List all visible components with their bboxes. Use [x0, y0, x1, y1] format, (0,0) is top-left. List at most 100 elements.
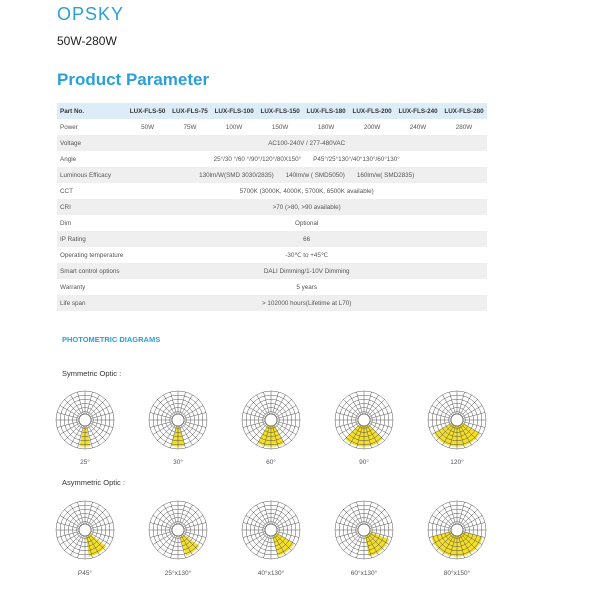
grid-spoke — [349, 394, 362, 415]
table-cell: CRI — [57, 199, 127, 215]
polar-diagram — [55, 500, 115, 560]
grid-spoke — [157, 509, 174, 526]
table-cell: 50W — [141, 123, 155, 131]
table-row: Dim Optional — [57, 215, 487, 231]
grid-spoke — [368, 399, 385, 416]
center-circle — [171, 413, 185, 427]
diagram-label: 60° — [266, 459, 276, 466]
grid-spoke — [163, 425, 176, 446]
grid-spoke — [461, 534, 478, 551]
grid-spoke — [183, 515, 204, 528]
table-cell: 100W — [225, 123, 243, 131]
beam-shape — [180, 534, 200, 556]
grid-spoke — [90, 531, 114, 538]
grid-spoke — [458, 391, 465, 415]
grid-spoke — [462, 405, 483, 418]
table-row-power: Power 50W 75W 100W 150W 180W 200W 240W 280W — [57, 119, 487, 135]
diagram-label: 30° — [173, 459, 183, 466]
grid-spoke — [349, 535, 362, 556]
diagram-label: 120° — [450, 459, 464, 466]
grid-spoke — [343, 399, 360, 416]
table-cell: Dim — [60, 219, 72, 227]
grid-spoke — [349, 425, 362, 446]
grid-spoke — [183, 412, 207, 419]
grid-spoke — [263, 535, 270, 559]
center-circle — [357, 523, 371, 537]
table-value: 25°/30 °/60 °/90°/120°/80X150° — [213, 155, 302, 163]
grid-spoke — [56, 531, 80, 538]
grid-spoke — [182, 534, 199, 551]
grid-spoke — [59, 515, 80, 528]
grid-spoke — [458, 501, 465, 525]
grid-spoke — [245, 532, 266, 545]
grid-spoke — [64, 509, 81, 526]
grid-spoke — [180, 535, 193, 556]
polar-diagram — [241, 500, 301, 560]
grid-spoke — [245, 515, 266, 528]
table-cell: > 102000 hours(Lifetime at L70) — [126, 295, 487, 311]
grid-spoke — [59, 532, 80, 545]
table-row: Warranty 5 years — [57, 279, 487, 295]
grid-spoke — [183, 422, 204, 435]
table-cell: LUX-FLS-150 — [257, 103, 304, 119]
grid-spoke — [366, 425, 379, 446]
table-cell: Operating temperature — [60, 251, 124, 259]
grid-spoke — [87, 504, 100, 525]
grid-spoke — [366, 394, 379, 415]
grid-spoke — [59, 422, 80, 435]
grid-spoke — [179, 425, 186, 449]
grid-spoke — [459, 535, 472, 556]
grid-spoke — [273, 394, 286, 415]
grid-spoke — [276, 531, 300, 538]
grid-spoke — [90, 421, 114, 428]
grid-spoke — [449, 391, 456, 415]
table-cell: Optional — [126, 215, 487, 231]
grid-spoke — [87, 535, 100, 556]
grid-spoke — [242, 421, 266, 428]
grid-spoke — [179, 535, 186, 559]
grid-spoke — [182, 509, 199, 526]
table-cell: 25°/30 °/60 °/90°/120°/80X150° P45°/25°13… — [126, 151, 487, 167]
grid-spoke — [242, 522, 266, 529]
grid-spoke — [366, 504, 379, 525]
grid-spoke — [89, 399, 106, 416]
grid-spoke — [77, 501, 84, 525]
grid-spoke — [170, 391, 177, 415]
table-value: -30℃ to +45℃ — [285, 251, 329, 259]
grid-spoke — [356, 501, 363, 525]
grid-spoke — [245, 405, 266, 418]
grid-spoke — [89, 509, 106, 526]
grid-spoke — [86, 535, 93, 559]
beam-shape — [85, 534, 107, 557]
table-row: CRI >70 (>80, >90 available) — [57, 199, 487, 215]
grid-spoke — [89, 534, 106, 551]
grid-spoke — [182, 424, 199, 441]
table-cell: 5700K (3000K, 4000K, 5700K, 6500K availa… — [126, 183, 487, 199]
grid-spoke — [461, 424, 478, 441]
table-cell: >70 (>80, >90 available) — [126, 199, 487, 215]
grid-spoke — [462, 515, 483, 528]
table-row: Smart control options DALI Dimming/1-10V … — [57, 263, 487, 279]
grid-spoke — [431, 405, 452, 418]
grid-spoke — [59, 405, 80, 418]
grid-spoke — [365, 501, 372, 525]
grid-spoke — [462, 421, 486, 428]
grid-spoke — [250, 424, 267, 441]
grid-spoke — [242, 412, 266, 419]
grid-spoke — [152, 405, 173, 418]
grid-spoke — [170, 501, 177, 525]
grid-spoke — [369, 515, 390, 528]
table-cell: LUX-FLS-50 — [126, 103, 169, 119]
grid-spoke — [70, 425, 83, 446]
grid-spoke — [56, 412, 80, 419]
grid-spoke — [338, 515, 359, 528]
center-circle — [450, 413, 464, 427]
table-cell: Luminous Efficacy — [57, 167, 127, 183]
grid-spoke — [276, 421, 300, 428]
grid-spoke — [273, 425, 286, 446]
table-cell: 200W — [363, 123, 381, 131]
photometric-title: PHOTOMETRIC DIAGRAMS — [62, 335, 161, 344]
grid-spoke — [183, 532, 204, 545]
grid-spoke — [369, 522, 393, 529]
grid-spoke — [462, 522, 486, 529]
